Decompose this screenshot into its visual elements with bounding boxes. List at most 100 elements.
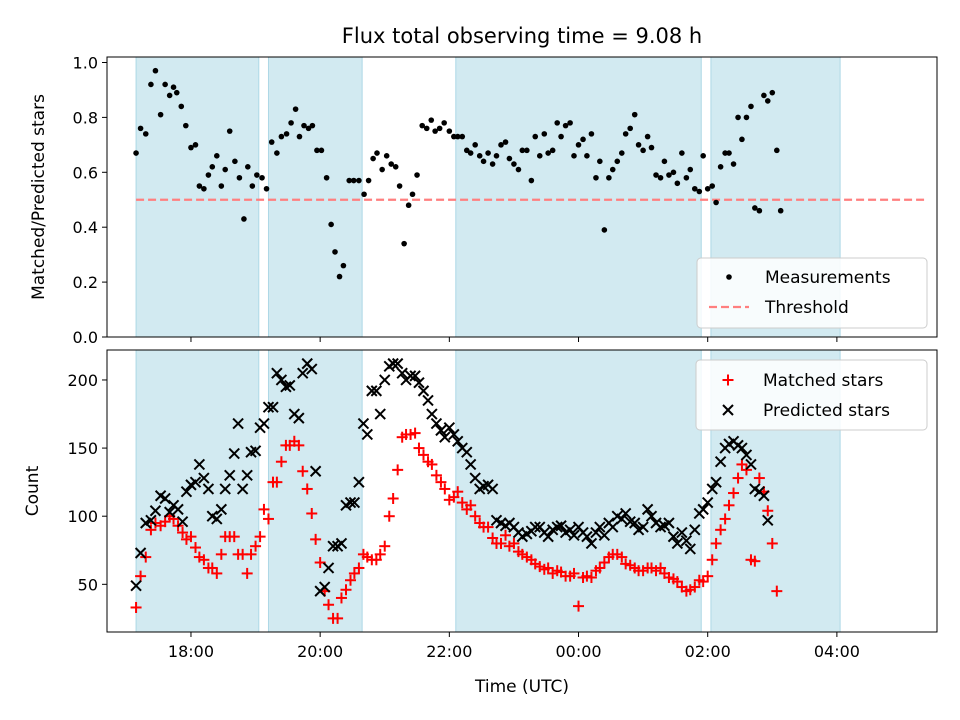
predicted-star-point <box>422 394 434 407</box>
top-y-axis-label: Matched/Predicted stars <box>29 94 49 300</box>
matched-star-point <box>310 533 322 545</box>
measurement-point <box>423 125 430 132</box>
measurement-point <box>274 150 280 156</box>
matched-star-point <box>766 537 778 549</box>
measurement-point <box>374 150 380 156</box>
legend-label-threshold: Threshold <box>764 298 849 318</box>
measurement-point <box>392 164 399 170</box>
measurement-point <box>409 191 416 198</box>
measurement-point <box>148 81 154 88</box>
measurement-point <box>328 221 334 228</box>
predicted-star-point <box>357 417 370 430</box>
predicted-star-point <box>461 446 473 458</box>
measurement-point <box>618 150 625 156</box>
bottom-y-tick-label: 50 <box>78 575 98 594</box>
x-tick-label: 02:00 <box>685 642 731 661</box>
predicted-star-point <box>335 537 348 550</box>
matched-star-point <box>413 442 425 454</box>
measurement-point <box>480 158 487 165</box>
predicted-star-point <box>529 521 541 533</box>
chart-title: Flux total observing time = 9.08 h <box>342 24 702 48</box>
matched-star-point <box>465 499 477 511</box>
measurement-point <box>730 161 737 167</box>
matched-star-point <box>732 472 744 484</box>
measurement-point <box>597 158 603 165</box>
measurement-point <box>292 106 299 112</box>
measurement-point <box>446 128 453 134</box>
matched-star-point <box>749 555 761 567</box>
measurement-point <box>700 153 706 159</box>
measurement-point <box>584 153 590 159</box>
measurement-point <box>309 122 316 129</box>
top-y-tick-label: 0.4 <box>73 218 98 237</box>
matched-star-point <box>568 567 580 579</box>
measurement-point <box>323 174 330 181</box>
measurement-point <box>178 103 185 110</box>
matched-star-point <box>469 510 481 522</box>
measurement-point <box>361 191 367 198</box>
measurement-point <box>222 166 229 173</box>
matched-star-point <box>340 584 352 596</box>
predicted-star-point <box>198 472 210 484</box>
predicted-star-point <box>551 521 563 533</box>
measurement-point <box>314 147 320 154</box>
matched-star-point <box>189 542 201 554</box>
measurement-point <box>396 183 403 189</box>
measurement-point <box>301 122 307 129</box>
matched-star-point <box>409 427 421 439</box>
predicted-star-point <box>619 507 632 520</box>
measurement-point <box>558 133 564 140</box>
matched-star-point <box>374 548 386 560</box>
predicted-star-point <box>232 417 244 430</box>
measurement-point <box>593 174 599 181</box>
predicted-star-point <box>280 381 292 393</box>
measurement-point <box>683 174 690 181</box>
predicted-star-point <box>714 456 727 468</box>
measurement-point <box>467 150 474 156</box>
predicted-star-point <box>387 357 399 370</box>
measurement-point <box>441 120 447 126</box>
predicted-star-point <box>684 543 696 555</box>
measurement-point <box>774 147 780 154</box>
measurement-point <box>388 161 395 167</box>
predicted-star-point <box>555 520 567 532</box>
matched-star-point <box>332 612 344 624</box>
measurement-point <box>756 207 763 214</box>
measurement-point <box>133 150 139 156</box>
predicted-star-point <box>637 521 649 533</box>
bottom-plot-frame <box>106 349 938 633</box>
predicted-star-point <box>581 530 593 543</box>
matched-star-point <box>482 521 494 533</box>
predicted-star-point <box>145 514 157 526</box>
matched-star-point <box>573 600 585 612</box>
matched-star-point <box>392 464 404 476</box>
predicted-star-point <box>241 469 253 482</box>
matched-star-point <box>211 567 223 579</box>
predicted-star-point <box>629 517 641 529</box>
matched-star-point <box>452 486 464 498</box>
predicted-star-point <box>396 367 408 379</box>
matched-star-point <box>702 570 714 582</box>
measurement-point <box>511 161 517 167</box>
predicted-star-point <box>568 529 580 541</box>
predicted-star-point <box>297 367 309 379</box>
bottom-y-axis-label: Count <box>23 465 43 516</box>
bottom-legend-box <box>695 359 928 431</box>
bottom-x-ticks: 18:00 20:00 22:00 00:00 02:00 04:00 <box>168 632 860 661</box>
measurement-point <box>545 150 551 156</box>
measurement-point <box>761 92 767 99</box>
measurement-point <box>515 166 522 173</box>
measurement-point <box>571 153 577 159</box>
matched-star-point <box>689 581 701 593</box>
matched-star-point <box>353 562 365 574</box>
measurement-point <box>726 150 732 156</box>
measurement-point <box>713 199 719 206</box>
measurement-point <box>493 153 500 159</box>
predicted-star-point <box>267 401 279 413</box>
measurement-point <box>674 180 681 187</box>
measurement-point <box>622 131 629 137</box>
matched-star-point <box>379 540 391 552</box>
predicted-star-point <box>391 357 404 370</box>
measurement-point <box>661 158 668 165</box>
